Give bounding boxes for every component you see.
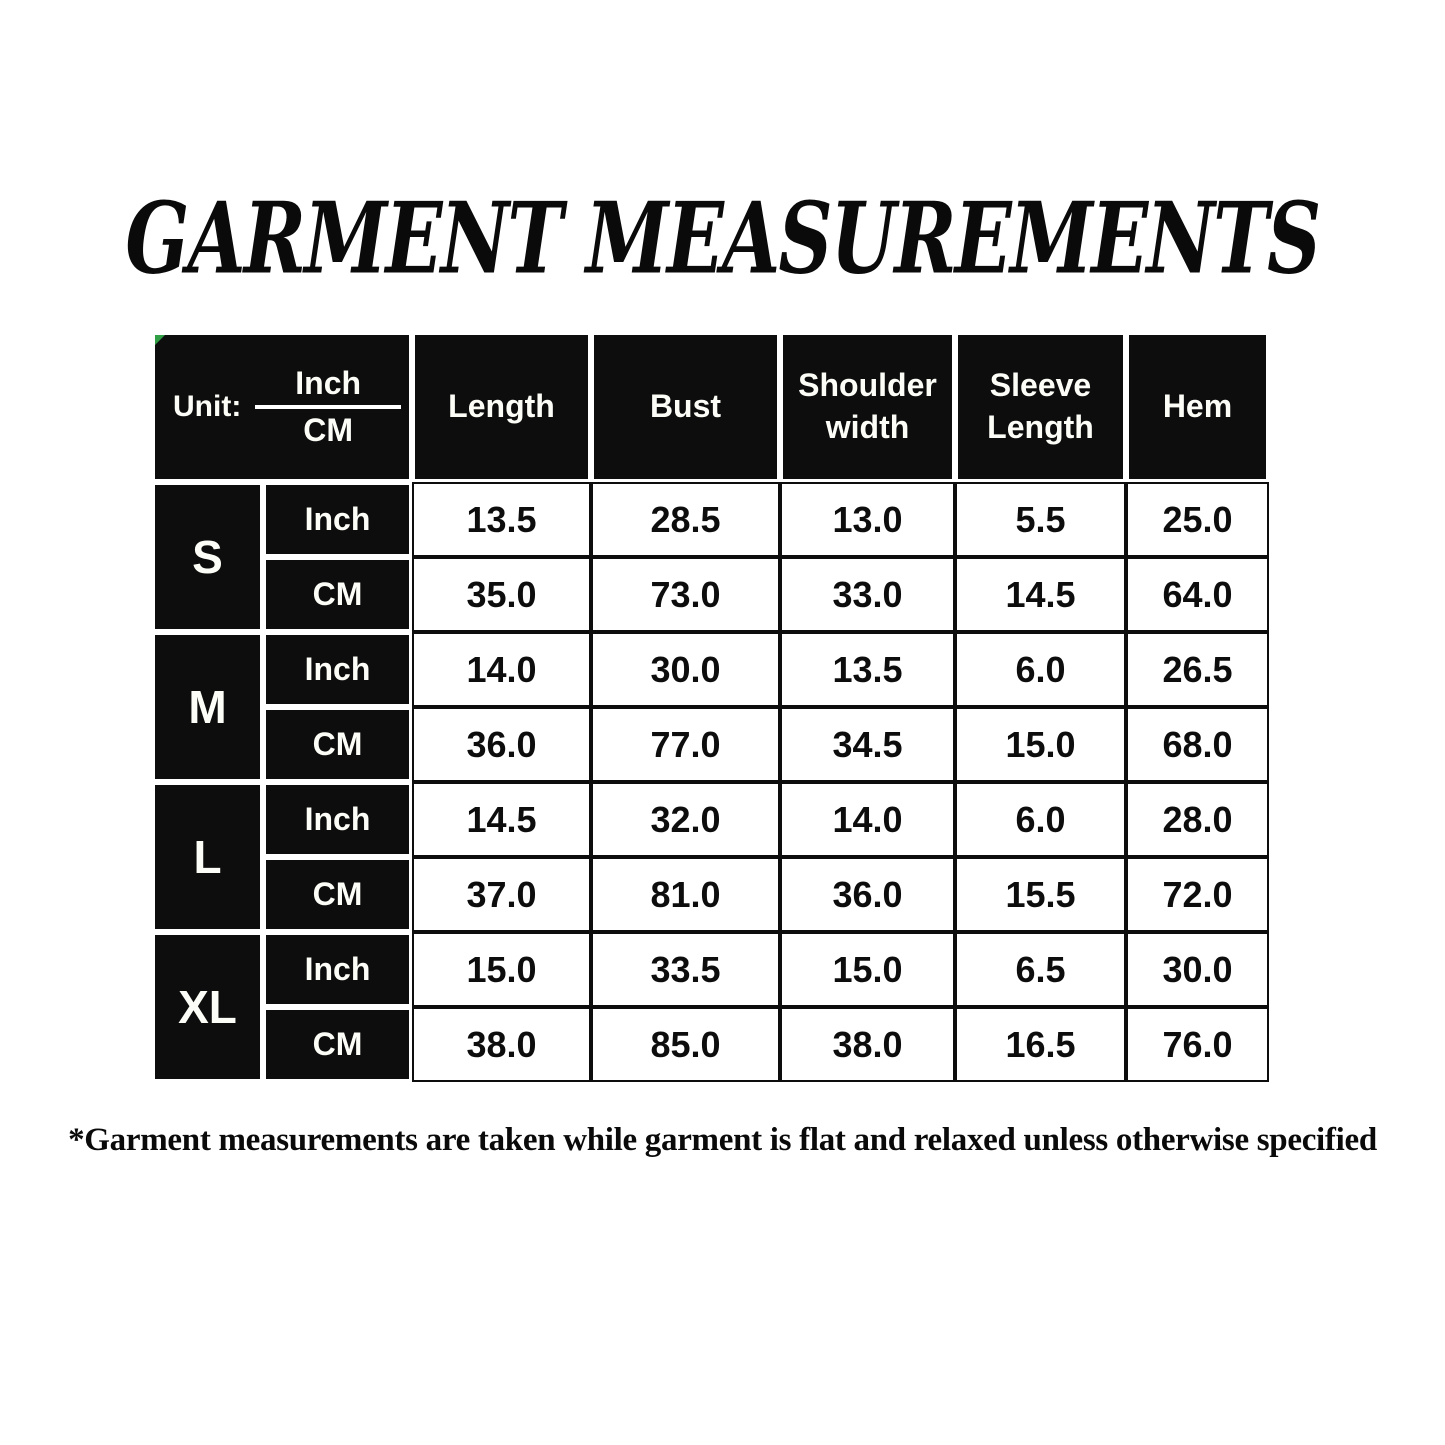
page-title: GARMENT MEASUREMENTS [0, 180, 1445, 296]
table-row: CM 35.0 73.0 33.0 14.5 64.0 [152, 557, 1269, 632]
size-cell-s: S [152, 482, 263, 632]
cell-corner-marker [155, 335, 165, 345]
unit-cm-label: CM [303, 412, 354, 448]
value-cell: 5.5 [955, 482, 1126, 557]
column-header-hem: Hem [1126, 332, 1269, 482]
value-cell: 14.5 [412, 782, 591, 857]
column-header-length: Length [412, 332, 591, 482]
unit-row-label: CM [263, 557, 412, 632]
value-cell: 32.0 [591, 782, 780, 857]
value-cell: 30.0 [591, 632, 780, 707]
value-cell: 77.0 [591, 707, 780, 782]
unit-row-label: Inch [263, 782, 412, 857]
value-cell: 72.0 [1126, 857, 1269, 932]
value-cell: 34.5 [780, 707, 955, 782]
value-cell: 38.0 [412, 1007, 591, 1082]
unit-row-label: Inch [263, 632, 412, 707]
value-cell: 15.0 [955, 707, 1126, 782]
table-row: L Inch 14.5 32.0 14.0 6.0 28.0 [152, 782, 1269, 932]
value-cell: 38.0 [780, 1007, 955, 1082]
value-cell: 85.0 [591, 1007, 780, 1082]
column-header-sleeve-length: Sleeve Length [955, 332, 1126, 482]
value-cell: 64.0 [1126, 557, 1269, 632]
value-cell: 26.5 [1126, 632, 1269, 707]
value-cell: 33.5 [591, 932, 780, 1007]
value-cell: 37.0 [412, 857, 591, 932]
table-header-row: Unit: Inch CM Length Bust Shoulder width… [152, 332, 1269, 482]
column-header-shoulder-width: Shoulder width [780, 332, 955, 482]
value-cell: 15.0 [412, 932, 591, 1007]
value-cell: 13.5 [412, 482, 591, 557]
value-cell: 6.5 [955, 932, 1126, 1007]
value-cell: 30.0 [1126, 932, 1269, 1007]
value-cell: 6.0 [955, 632, 1126, 707]
value-cell: 33.0 [780, 557, 955, 632]
table-row: CM 36.0 77.0 34.5 15.0 68.0 [152, 707, 1269, 782]
measurement-footnote: *Garment measurements are taken while ga… [68, 1122, 1377, 1158]
value-cell: 35.0 [412, 557, 591, 632]
unit-row-label: CM [263, 857, 412, 932]
size-cell-xl: XL [152, 932, 263, 1082]
value-cell: 28.5 [591, 482, 780, 557]
size-cell-m: M [152, 632, 263, 782]
garment-measurements-table: Unit: Inch CM Length Bust Shoulder width… [152, 332, 1269, 1082]
column-header-bust: Bust [591, 332, 780, 482]
value-cell: 36.0 [780, 857, 955, 932]
table-row: XL Inch 15.0 33.5 15.0 6.5 30.0 [152, 932, 1269, 1082]
value-cell: 68.0 [1126, 707, 1269, 782]
value-cell: 73.0 [591, 557, 780, 632]
unit-header-cell: Unit: Inch CM [152, 332, 412, 482]
value-cell: 14.0 [780, 782, 955, 857]
unit-inch-label: Inch [295, 365, 362, 401]
value-cell: 36.0 [412, 707, 591, 782]
value-cell: 28.0 [1126, 782, 1269, 857]
table-row: CM 38.0 85.0 38.0 16.5 76.0 [152, 1007, 1269, 1082]
value-cell: 76.0 [1126, 1007, 1269, 1082]
table-row: CM 37.0 81.0 36.0 15.5 72.0 [152, 857, 1269, 932]
value-cell: 14.0 [412, 632, 591, 707]
value-cell: 13.5 [780, 632, 955, 707]
value-cell: 14.5 [955, 557, 1126, 632]
value-cell: 16.5 [955, 1007, 1126, 1082]
value-cell: 15.5 [955, 857, 1126, 932]
fraction-divider [255, 405, 401, 409]
value-cell: 81.0 [591, 857, 780, 932]
unit-row-label: Inch [263, 482, 412, 557]
unit-fraction: Inch CM [255, 365, 401, 449]
value-cell: 25.0 [1126, 482, 1269, 557]
value-cell: 13.0 [780, 482, 955, 557]
size-cell-l: L [152, 782, 263, 932]
unit-label: Unit: [173, 390, 242, 423]
page-title-text: GARMENT MEASUREMENTS [125, 179, 1321, 297]
table-row: M Inch 14.0 30.0 13.5 6.0 26.5 [152, 632, 1269, 782]
unit-row-label: Inch [263, 932, 412, 1007]
unit-row-label: CM [263, 1007, 412, 1082]
unit-header-content: Unit: Inch CM [155, 365, 409, 449]
value-cell: 15.0 [780, 932, 955, 1007]
table-row: S Inch 13.5 28.5 13.0 5.5 25.0 [152, 482, 1269, 632]
unit-row-label: CM [263, 707, 412, 782]
value-cell: 6.0 [955, 782, 1126, 857]
